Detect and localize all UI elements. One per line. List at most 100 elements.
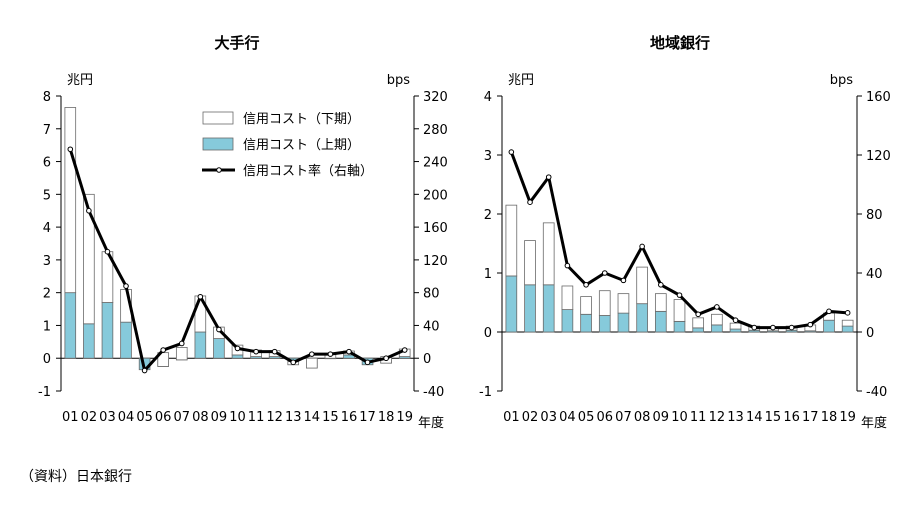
right-tick-label: 80 (423, 287, 440, 302)
bar-second-half (636, 266, 648, 305)
rate-point (658, 282, 664, 288)
left-tick-label: 7 (43, 123, 51, 138)
chart-title: 大手行 (214, 34, 259, 52)
category-tick-label: 10 (671, 410, 688, 425)
bar-first-half (542, 284, 555, 333)
rate-point (290, 359, 297, 366)
bar-first-half (505, 275, 518, 333)
right-tick-label: 320 (423, 90, 448, 105)
bar-second-half (673, 299, 686, 322)
bar-first-half (524, 284, 536, 333)
bar-second-half (598, 290, 611, 316)
right-tick-label: 200 (423, 188, 448, 203)
right-axis-unit: bps (387, 73, 411, 88)
bar-first-half (711, 324, 723, 333)
right-tick-label: 80 (866, 208, 883, 223)
bar-first-half (841, 325, 854, 333)
bar-second-half (654, 293, 667, 312)
rate-point (788, 324, 795, 331)
category-tick-label: 12 (709, 410, 726, 425)
bar-first-half (194, 331, 207, 359)
rate-point (601, 270, 608, 276)
bar-first-half (213, 338, 225, 359)
rate-point (807, 321, 814, 328)
rate-point (216, 326, 222, 333)
bar-first-half (598, 315, 611, 333)
category-tick-label: 01 (503, 410, 520, 425)
bar-second-half (711, 313, 723, 326)
category-tick-label: 13 (285, 410, 302, 425)
category-tick-label: 13 (727, 410, 744, 425)
left-tick-label: 3 (484, 149, 492, 164)
legend-swatch-marker (216, 167, 222, 173)
left-tick-label: 1 (43, 319, 51, 334)
rate-point (383, 355, 389, 362)
bar-first-half (83, 323, 95, 359)
category-tick-label: 08 (634, 410, 651, 425)
left-tick-label: -1 (479, 385, 492, 400)
category-tick-label: 16 (783, 410, 800, 425)
bar-first-half (64, 292, 77, 359)
bar-first-half (692, 327, 705, 333)
bar-first-half (823, 319, 835, 333)
category-tick-label: 05 (578, 410, 595, 425)
left-tick-label: 4 (43, 221, 51, 236)
left-tick-label: 5 (43, 188, 51, 203)
rate-point (770, 324, 776, 331)
category-tick-label: 04 (559, 410, 576, 425)
left-tick-label: 0 (43, 352, 51, 367)
category-tick-label: 11 (248, 410, 265, 425)
category-tick-label: 05 (136, 410, 153, 425)
bar-second-half (841, 319, 854, 327)
rate-point (271, 348, 278, 355)
left-tick-label: 2 (484, 208, 492, 223)
bar-first-half (729, 328, 742, 333)
rate-point (676, 292, 683, 298)
category-tick-label: 16 (341, 410, 358, 425)
category-tick-label: 01 (62, 410, 79, 425)
right-tick-label: 0 (866, 326, 874, 341)
rate-point (695, 311, 701, 318)
rate-point (401, 347, 408, 353)
left-tick-label: 8 (43, 90, 51, 105)
rate-point (508, 149, 515, 155)
rate-point (527, 199, 533, 205)
left-tick-label: 1 (484, 267, 492, 282)
legend-label: 信用コスト（下期） (243, 112, 360, 127)
category-tick-label: 03 (99, 410, 116, 425)
right-tick-label: -40 (423, 385, 444, 400)
bar-second-half (542, 222, 555, 286)
category-tick-label: 12 (266, 410, 283, 425)
rate-point (123, 283, 129, 289)
right-tick-label: 120 (423, 254, 448, 269)
category-tick-label: 14 (746, 410, 763, 425)
category-tick-label: 06 (596, 410, 613, 425)
rate-point (86, 207, 92, 214)
category-tick-label: 17 (802, 410, 819, 425)
bar-second-half (83, 193, 95, 325)
category-tick-label: 10 (229, 410, 246, 425)
x-axis-unit: 年度 (418, 415, 444, 431)
left-tick-label: 4 (484, 90, 492, 105)
bar-first-half (120, 321, 132, 359)
category-tick-label: 09 (211, 410, 228, 425)
category-tick-label: 02 (522, 410, 539, 425)
right-tick-label: 0 (423, 352, 431, 367)
category-tick-label: 11 (690, 410, 707, 425)
right-tick-label: 40 (423, 319, 440, 334)
rate-point (141, 367, 148, 374)
left-tick-label: 2 (43, 287, 51, 302)
rate-point (732, 317, 739, 324)
legend-swatch-bar (202, 137, 234, 151)
rate-point (67, 146, 74, 153)
category-tick-label: 19 (396, 410, 413, 425)
left-axis-unit: 兆円 (508, 73, 534, 88)
bar-second-half (175, 347, 188, 361)
rate-point (346, 348, 352, 355)
source-note: （資料）日本銀行 (20, 469, 132, 485)
bar-second-half (580, 296, 592, 315)
right-tick-label: 160 (423, 221, 448, 236)
bar-second-half (561, 285, 574, 310)
